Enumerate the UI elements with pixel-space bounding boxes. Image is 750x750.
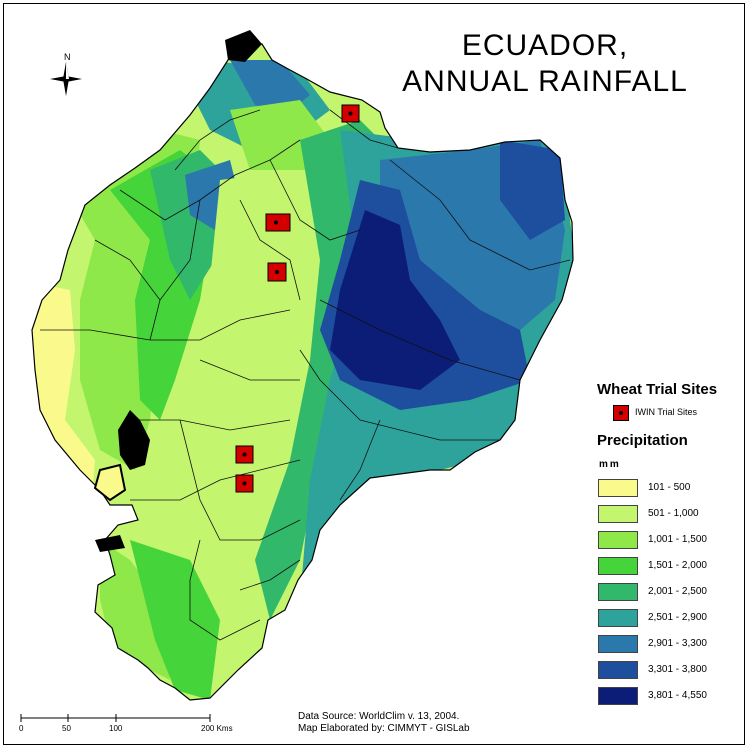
legend-class-label: 1,001 - 1,500 [648,534,707,545]
puna-island [93,463,127,502]
scale-label-50: 50 [62,724,71,733]
legend-swatch [598,609,638,627]
trial-site-icon [613,405,629,421]
legend-class-row: 1,501 - 2,000 [598,557,738,577]
north-very-wet-zone [230,60,310,115]
legend-class-row: 1,001 - 1,500 [598,531,738,551]
legend-swatch [598,583,638,601]
guayas-estuary-islands [118,410,150,470]
legend-swatch [598,635,638,653]
precipitation-unit: mm [599,459,621,470]
title-line-2: ANNUAL RAINFALL [402,65,688,98]
south-foothill-zone [130,540,220,700]
amazon-wettest-zone [330,210,460,390]
legend-class-label: 501 - 1,000 [648,508,699,519]
legend-class-row: 2,001 - 2,500 [598,583,738,603]
title-line-1: ECUADOR, [461,29,629,62]
scale-label-200: 200 Kms [201,724,233,733]
source-line-1: Data Source: WorldClim v. 13, 2004. [298,711,460,722]
trial-site-marker[interactable] [235,474,254,493]
legend-class-label: 1,501 - 2,000 [648,560,707,571]
province-boundaries [40,109,571,641]
legend-swatch [598,687,638,705]
site-legend-label: IWIN Trial Sites [635,407,698,417]
scale-label-0: 0 [19,724,24,733]
legend-class-label: 101 - 500 [648,482,691,493]
trial-site-marker[interactable] [235,445,254,464]
legend-swatch [598,505,638,523]
north-label: N [64,52,71,62]
legend-class-label: 3,801 - 4,550 [648,690,707,701]
legend-class-row: 101 - 500 [598,479,738,499]
scale-bar [20,714,211,722]
trial-site-marker[interactable] [265,213,291,232]
compass-icon [50,62,82,96]
sites-legend-heading: Wheat Trial Sites [597,381,718,398]
legend-swatch [598,531,638,549]
south-coast-detail [95,535,125,552]
data-source: Data Source: WorldClim v. 13, 2004. Map … [298,711,470,735]
trial-site-marker[interactable] [341,104,360,123]
map-title: ECUADOR, ANNUAL RAINFALL [400,28,690,100]
north-coast-detail [225,30,262,62]
source-line-2: Map Elaborated by: CIMMYT - GISLab [298,723,470,734]
legend-swatch [598,557,638,575]
legend-class-row: 2,501 - 2,900 [598,609,738,629]
legend-class-label: 2,501 - 2,900 [648,612,707,623]
map-frame [3,3,745,745]
scale-label-100: 100 [109,724,123,733]
precipitation-legend-heading: Precipitation [597,432,688,449]
legend-class-row: 501 - 1,000 [598,505,738,525]
legend-class-label: 2,001 - 2,500 [648,586,707,597]
legend-class-row: 2,901 - 3,300 [598,635,738,655]
north-arrow: N [46,52,86,102]
legend-class-label: 2,901 - 3,300 [648,638,707,649]
legend-swatch [598,661,638,679]
legend-class-row: 3,801 - 4,550 [598,687,738,707]
legend-class-row: 3,301 - 3,800 [598,661,738,681]
legend-swatch [598,479,638,497]
trial-site-marker[interactable] [267,262,287,282]
legend-class-label: 3,301 - 3,800 [648,664,707,675]
northeast-wet-zone [500,140,565,240]
